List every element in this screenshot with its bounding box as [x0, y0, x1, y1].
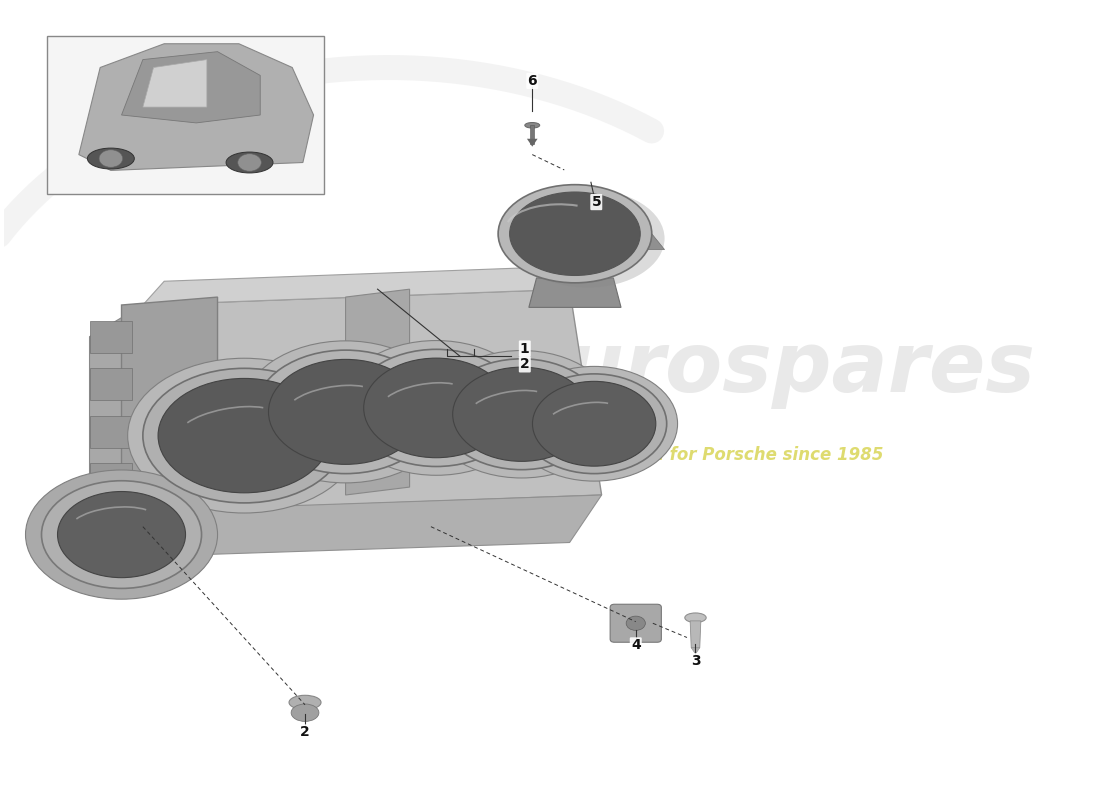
- Ellipse shape: [510, 190, 664, 287]
- Polygon shape: [89, 321, 132, 353]
- Ellipse shape: [685, 613, 706, 622]
- Polygon shape: [89, 368, 132, 400]
- Ellipse shape: [227, 152, 273, 173]
- Ellipse shape: [453, 367, 591, 462]
- Ellipse shape: [241, 341, 450, 483]
- Polygon shape: [89, 416, 132, 447]
- Polygon shape: [143, 289, 602, 511]
- Ellipse shape: [143, 368, 345, 503]
- Circle shape: [99, 150, 122, 167]
- Text: 4: 4: [631, 638, 640, 653]
- Text: 5: 5: [592, 195, 602, 209]
- Ellipse shape: [128, 358, 361, 513]
- Text: 3: 3: [691, 654, 701, 668]
- Polygon shape: [89, 305, 143, 558]
- Ellipse shape: [338, 341, 535, 475]
- Bar: [47, 36, 324, 194]
- Ellipse shape: [42, 481, 201, 589]
- Ellipse shape: [440, 359, 603, 470]
- Text: a passion for Porsche since 1985: a passion for Porsche since 1985: [575, 446, 884, 465]
- Text: 6: 6: [528, 74, 537, 88]
- Circle shape: [238, 154, 262, 171]
- Polygon shape: [121, 52, 261, 123]
- Ellipse shape: [255, 350, 437, 474]
- Polygon shape: [691, 648, 700, 654]
- Ellipse shape: [509, 192, 640, 275]
- Ellipse shape: [289, 695, 321, 710]
- Polygon shape: [529, 278, 622, 307]
- Polygon shape: [498, 234, 664, 250]
- Bar: [530, 126, 535, 144]
- Text: 2: 2: [300, 726, 310, 739]
- Ellipse shape: [351, 350, 521, 466]
- Polygon shape: [527, 138, 538, 146]
- Polygon shape: [143, 266, 591, 305]
- Circle shape: [626, 616, 646, 630]
- Ellipse shape: [158, 378, 330, 493]
- Polygon shape: [143, 59, 207, 107]
- FancyBboxPatch shape: [610, 604, 661, 642]
- Ellipse shape: [268, 359, 422, 464]
- Ellipse shape: [525, 122, 540, 128]
- Polygon shape: [89, 495, 602, 558]
- Polygon shape: [89, 463, 132, 495]
- Ellipse shape: [57, 491, 186, 578]
- Text: 2: 2: [520, 358, 530, 371]
- Polygon shape: [690, 621, 701, 648]
- Polygon shape: [345, 289, 409, 495]
- Ellipse shape: [498, 185, 652, 283]
- Ellipse shape: [364, 358, 509, 458]
- Ellipse shape: [25, 470, 218, 599]
- Ellipse shape: [428, 350, 615, 478]
- Ellipse shape: [87, 148, 134, 169]
- Ellipse shape: [532, 382, 656, 466]
- Text: 1: 1: [520, 342, 530, 355]
- Ellipse shape: [292, 704, 319, 722]
- Ellipse shape: [510, 366, 678, 481]
- Polygon shape: [79, 44, 313, 170]
- Polygon shape: [121, 297, 218, 511]
- Text: eurospares: eurospares: [509, 328, 1036, 409]
- Ellipse shape: [521, 374, 667, 474]
